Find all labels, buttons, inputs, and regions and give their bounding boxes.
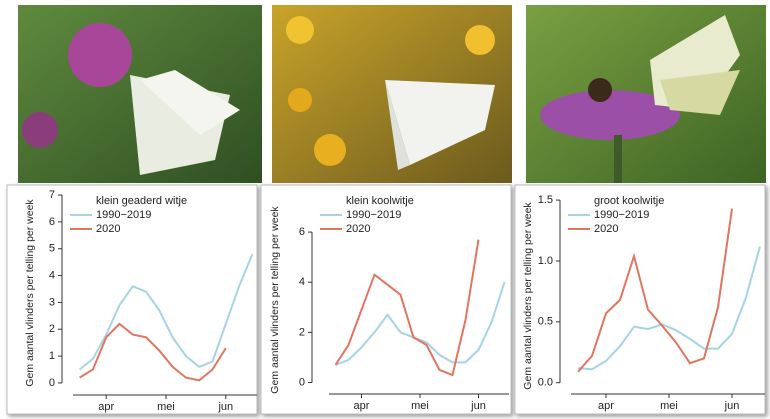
legend-title: klein geaderd witje: [96, 195, 187, 207]
y-tick-label: 1.5: [538, 194, 553, 206]
y-tick-label: 4: [299, 276, 305, 288]
photo: [526, 5, 766, 183]
x-tick-label: jun: [470, 400, 486, 412]
y-tick-label: 4: [49, 269, 55, 281]
y-tick-label: 2: [299, 326, 305, 338]
x-tick-label: apr: [354, 400, 370, 412]
x-tick-label: apr: [598, 400, 614, 412]
y-tick-label: 6: [49, 216, 55, 228]
y-tick-label: 0: [49, 377, 55, 389]
series-line: [78, 253, 254, 371]
y-axis-label: Gem aantal vlinders per telling per week: [522, 202, 534, 390]
series-line: [335, 281, 506, 366]
x-tick-label: mei: [660, 400, 678, 412]
series-line: [79, 322, 227, 382]
legend-title: groot koolwitje: [594, 195, 664, 207]
series-line: [577, 246, 761, 371]
legend-label: 2020: [96, 223, 120, 235]
y-tick-label: 0: [299, 376, 305, 388]
y-tick-label: 7: [49, 189, 55, 201]
photo: [18, 5, 262, 183]
y-axis-label: Gem aantal vlinders per telling per week: [24, 199, 36, 387]
x-tick-label: mei: [157, 401, 175, 413]
x-tick-label: jun: [724, 400, 740, 412]
y-tick-label: 2: [49, 323, 55, 335]
series-line: [577, 208, 733, 373]
legend-label: 1990−2019: [594, 209, 649, 221]
legend-title: klein koolwitje: [346, 195, 414, 207]
legend-label: 2020: [346, 223, 370, 235]
x-tick-label: mei: [411, 400, 429, 412]
y-tick-label: 5: [49, 243, 55, 255]
y-tick-label: 1: [49, 350, 55, 362]
y-axis-label: Gem aantal vlinders per telling per week: [269, 206, 281, 394]
series-line: [334, 239, 480, 377]
y-tick-label: 3: [49, 296, 55, 308]
x-tick-label: jun: [217, 401, 233, 413]
photo: [272, 5, 512, 183]
y-tick-label: 0.5: [538, 316, 553, 328]
legend-label: 1990−2019: [346, 209, 401, 221]
y-tick-label: 1.0: [538, 255, 553, 267]
y-tick-label: 0.0: [538, 377, 553, 389]
y-tick-label: 6: [299, 226, 305, 238]
legend-label: 1990−2019: [96, 209, 151, 221]
legend-label: 2020: [594, 223, 618, 235]
x-tick-label: apr: [98, 401, 114, 413]
